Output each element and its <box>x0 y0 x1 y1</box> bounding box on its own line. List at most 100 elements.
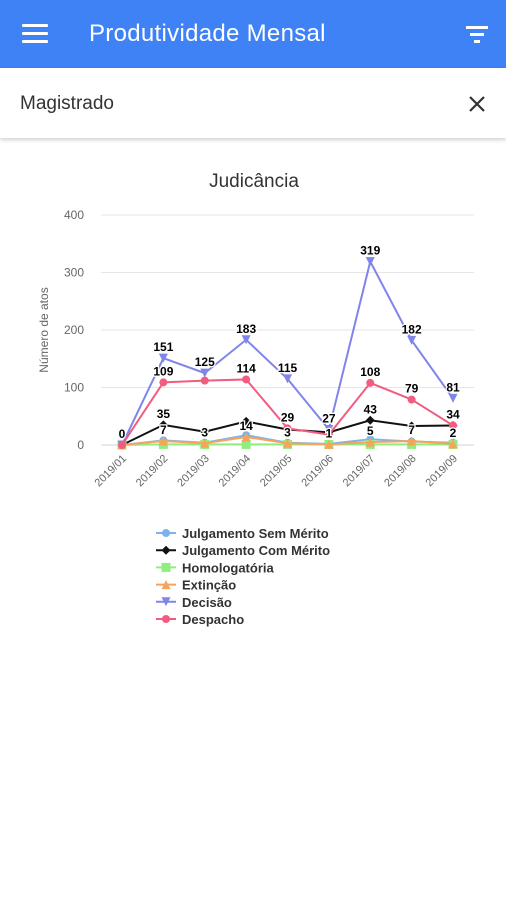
data-point <box>161 562 171 572</box>
series-decis-o <box>117 257 458 450</box>
data-label: 115 <box>278 361 298 375</box>
data-label: 81 <box>446 380 460 394</box>
y-axis-label: Número de atos <box>37 287 51 372</box>
y-tick-label: 300 <box>64 266 84 280</box>
data-label: 7 <box>160 423 167 437</box>
data-point <box>365 415 375 425</box>
filter-icon[interactable] <box>466 25 488 43</box>
data-point <box>283 438 292 448</box>
data-point <box>283 424 292 433</box>
series-despacho <box>118 375 457 449</box>
data-point <box>200 376 209 385</box>
data-label: 2 <box>450 426 457 440</box>
line-chart: Judicância Número de atos 0100200300400 … <box>37 171 474 627</box>
y-tick-label: 100 <box>64 381 84 395</box>
data-point <box>324 430 333 439</box>
data-point <box>118 441 126 449</box>
data-label: 108 <box>360 365 380 379</box>
filter-chip-bar: Magistrado <box>0 68 506 138</box>
legend-label: Extinção <box>182 578 236 593</box>
legend-item[interactable]: Decisão <box>156 595 232 610</box>
data-point <box>158 420 168 430</box>
x-tick-label: 2019/01 <box>93 453 130 490</box>
data-point <box>162 529 170 537</box>
data-point <box>449 421 457 430</box>
legend-item[interactable]: Extinção <box>156 578 236 593</box>
data-point <box>161 545 171 555</box>
data-label: 109 <box>153 364 173 378</box>
legend-label: Decisão <box>182 595 232 610</box>
data-point <box>365 257 375 267</box>
data-point <box>283 374 292 384</box>
x-tick-label: 2019/05 <box>258 453 295 490</box>
app-bar: Produtividade Mensal <box>0 0 506 68</box>
data-label: 319 <box>360 244 380 258</box>
data-label: 3 <box>284 425 291 439</box>
data-label: 0 <box>119 427 126 441</box>
x-tick-label: 2019/08 <box>382 453 419 490</box>
data-label: 3 <box>201 425 208 439</box>
data-point <box>158 353 168 363</box>
x-tick-label: 2019/02 <box>134 453 171 490</box>
x-tick-label: 2019/03 <box>175 453 212 490</box>
x-tick-label: 2019/04 <box>217 453 254 490</box>
page-title: Produtividade Mensal <box>89 20 326 47</box>
filter-label: Magistrado <box>20 93 114 114</box>
data-label: 27 <box>322 411 336 425</box>
data-point <box>324 424 334 434</box>
data-point <box>161 597 171 607</box>
data-label: 35 <box>157 407 171 421</box>
data-point <box>366 378 375 387</box>
data-point <box>158 436 168 446</box>
data-label: 14 <box>239 419 253 433</box>
data-point <box>241 416 251 426</box>
data-label: 1 <box>326 426 333 440</box>
legend-label: Despacho <box>182 612 244 627</box>
data-point <box>242 375 251 384</box>
legend-label: Julgamento Sem Mérito <box>182 526 329 541</box>
data-point <box>448 439 458 449</box>
data-point <box>448 393 458 403</box>
data-label: 182 <box>402 322 422 336</box>
x-tick-label: 2019/06 <box>299 453 336 490</box>
data-point <box>407 421 417 431</box>
data-point <box>365 437 375 447</box>
legend-item[interactable]: Homologatória <box>156 560 274 575</box>
data-label: 43 <box>364 402 378 416</box>
data-label: 79 <box>405 382 419 396</box>
y-tick-label: 400 <box>64 208 84 222</box>
chart-container: Judicância Número de atos 0 100 200 300 400 … <box>0 140 506 900</box>
data-point <box>162 615 170 623</box>
legend-item[interactable]: Julgamento Com Mérito <box>156 543 330 558</box>
data-point <box>407 335 417 345</box>
data-label: 29 <box>281 410 295 424</box>
y-tick-label: 0 <box>77 438 84 452</box>
data-label: 114 <box>236 361 256 375</box>
x-tick-label: 2019/09 <box>424 453 461 490</box>
data-point <box>241 439 251 449</box>
legend-label: Julgamento Com Mérito <box>182 543 330 558</box>
legend-item[interactable]: Julgamento Sem Mérito <box>156 526 329 541</box>
data-label: 5 <box>367 424 374 438</box>
data-label: 183 <box>236 322 256 336</box>
x-tick-label: 2019/07 <box>341 453 378 490</box>
data-point <box>200 438 210 448</box>
data-point <box>407 395 416 404</box>
data-label: 125 <box>195 355 215 369</box>
legend-label: Homologatória <box>182 560 274 575</box>
data-point <box>200 368 210 378</box>
data-label: 7 <box>408 423 415 437</box>
data-point <box>241 335 251 345</box>
chart-title: Judicância <box>209 171 299 192</box>
data-point <box>324 439 334 449</box>
close-icon[interactable] <box>467 94 487 114</box>
data-point <box>161 580 171 590</box>
data-point <box>407 436 417 446</box>
data-point <box>159 378 168 387</box>
data-point <box>200 427 210 437</box>
data-point <box>241 432 251 442</box>
menu-icon[interactable] <box>22 24 48 44</box>
y-tick-label: 200 <box>64 323 84 337</box>
data-label: 34 <box>446 407 460 421</box>
legend-item[interactable]: Despacho <box>156 612 244 627</box>
